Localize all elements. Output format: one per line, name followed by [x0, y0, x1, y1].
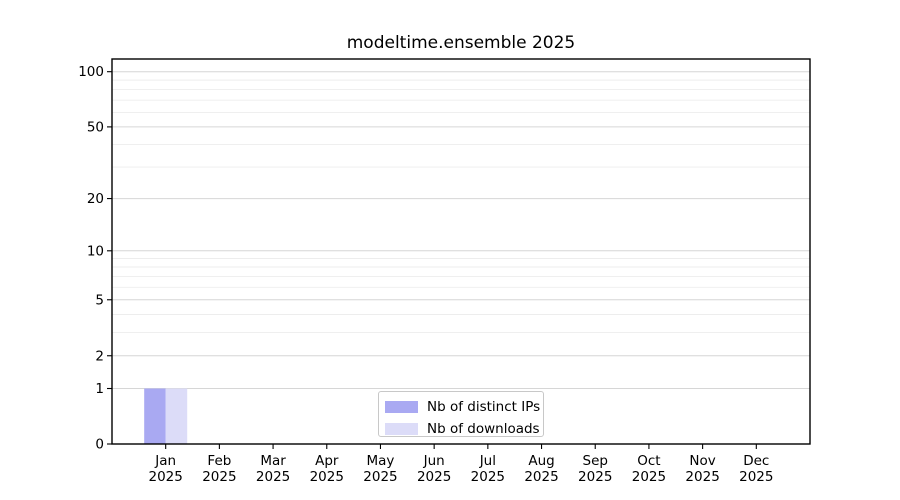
- x-tick-label-month: Sep: [583, 453, 608, 469]
- x-tick-label-year: 2025: [632, 469, 666, 485]
- x-tick-label-month: Jan: [154, 453, 176, 469]
- legend-item-downloads: Nb of downloads: [385, 420, 543, 437]
- y-tick-label: 10: [87, 243, 104, 259]
- x-tick-label-year: 2025: [202, 469, 236, 485]
- x-tick-label-year: 2025: [256, 469, 290, 485]
- legend: Nb of distinct IPs Nb of downloads: [378, 391, 544, 437]
- x-tick-label-year: 2025: [685, 469, 719, 485]
- y-tick-label: 50: [87, 119, 104, 135]
- legend-swatch-downloads: [385, 422, 418, 435]
- x-tick-label-year: 2025: [739, 469, 773, 485]
- x-tick-label-month: Aug: [528, 453, 554, 469]
- x-tick-label-month: Oct: [637, 453, 660, 469]
- legend-label-downloads: Nb of downloads: [427, 420, 540, 437]
- y-tick-label: 0: [95, 437, 104, 453]
- legend-swatch-distinct-ips: [385, 400, 418, 413]
- x-tick-label-year: 2025: [363, 469, 397, 485]
- x-tick-label-month: Nov: [689, 453, 715, 469]
- legend-label-distinct-ips: Nb of distinct IPs: [427, 398, 541, 415]
- y-tick-label: 20: [87, 191, 104, 207]
- x-tick-label-month: May: [367, 453, 395, 469]
- y-tick-label: 100: [78, 64, 104, 80]
- x-tick-label-month: Jun: [423, 453, 445, 469]
- bar-nb-of-distinct-ips: [144, 388, 166, 444]
- y-tick-label: 5: [95, 292, 104, 308]
- x-tick-label-month: Mar: [260, 453, 286, 469]
- x-tick-label-year: 2025: [524, 469, 558, 485]
- x-tick-label-month: Jul: [479, 453, 496, 469]
- bar-nb-of-downloads: [165, 388, 188, 444]
- x-tick-label-year: 2025: [578, 469, 612, 485]
- plot-frame: [111, 58, 811, 445]
- x-tick-label-month: Dec: [743, 453, 769, 469]
- x-tick-label-month: Apr: [315, 453, 339, 469]
- x-tick-label-month: Feb: [207, 453, 231, 469]
- chart-title: modeltime.ensemble 2025: [346, 33, 576, 53]
- legend-item-distinct-ips: Nb of distinct IPs: [385, 398, 543, 415]
- x-tick-label-year: 2025: [417, 469, 451, 485]
- x-tick-label-year: 2025: [310, 469, 344, 485]
- y-tick-label: 1: [95, 381, 104, 397]
- y-tick-label: 2: [95, 348, 104, 364]
- x-tick-label-year: 2025: [471, 469, 505, 485]
- x-tick-label-year: 2025: [149, 469, 183, 485]
